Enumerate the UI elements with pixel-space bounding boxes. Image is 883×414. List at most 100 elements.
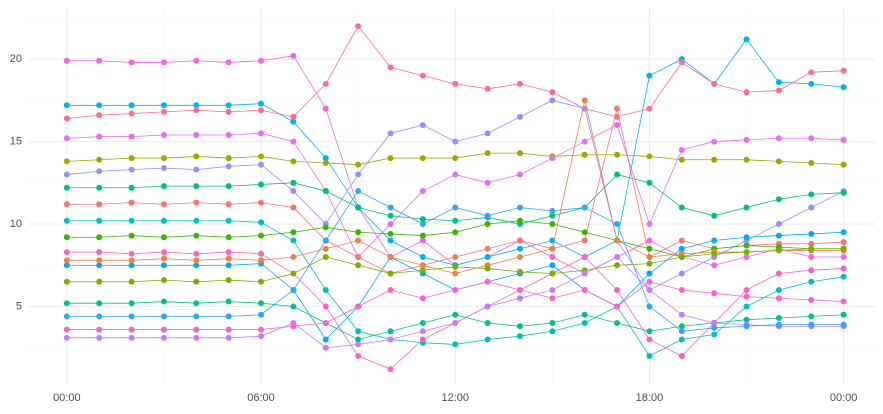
- point: [678, 146, 685, 153]
- point: [96, 234, 103, 241]
- point: [678, 237, 685, 244]
- point: [63, 201, 70, 208]
- point: [193, 107, 200, 114]
- point: [355, 237, 362, 244]
- point: [678, 328, 685, 335]
- point: [355, 262, 362, 269]
- point: [258, 57, 265, 64]
- point: [840, 321, 847, 328]
- point: [743, 156, 750, 163]
- point: [840, 254, 847, 261]
- point: [646, 270, 653, 277]
- point: [193, 153, 200, 160]
- series: [63, 171, 847, 228]
- point: [516, 204, 523, 211]
- point: [808, 278, 815, 285]
- point: [193, 262, 200, 269]
- point: [549, 262, 556, 269]
- point: [549, 97, 556, 104]
- point: [646, 237, 653, 244]
- point: [452, 171, 459, 178]
- point: [225, 334, 232, 341]
- point: [808, 296, 815, 303]
- x-tick-label: 00:00: [53, 392, 81, 404]
- point: [225, 298, 232, 305]
- point: [516, 237, 523, 244]
- point: [743, 89, 750, 96]
- point: [290, 287, 297, 293]
- point: [808, 313, 815, 320]
- point: [128, 59, 135, 66]
- point: [646, 254, 653, 261]
- point: [678, 254, 685, 261]
- point: [775, 247, 782, 254]
- point: [581, 311, 588, 318]
- point: [96, 112, 103, 119]
- point: [808, 321, 815, 328]
- point: [549, 270, 556, 277]
- point: [63, 57, 70, 64]
- point: [322, 160, 329, 167]
- point: [322, 254, 329, 261]
- point: [322, 224, 329, 231]
- point: [516, 113, 523, 120]
- point: [258, 300, 265, 307]
- point: [160, 326, 167, 333]
- point: [160, 183, 167, 190]
- point: [160, 59, 167, 66]
- point: [775, 79, 782, 86]
- point: [225, 201, 232, 208]
- point: [743, 136, 750, 143]
- point: [419, 319, 426, 326]
- point: [614, 221, 621, 228]
- point: [581, 237, 588, 244]
- point: [678, 156, 685, 163]
- point: [387, 204, 394, 211]
- point: [96, 326, 103, 333]
- point: [743, 316, 750, 323]
- point: [484, 245, 491, 252]
- point: [96, 334, 103, 341]
- point: [711, 138, 718, 145]
- point: [225, 183, 232, 190]
- point: [355, 161, 362, 168]
- point: [516, 323, 523, 330]
- point: [355, 328, 362, 335]
- point: [290, 158, 297, 165]
- point: [387, 230, 394, 237]
- point: [581, 151, 588, 158]
- series: [63, 254, 847, 351]
- point: [516, 217, 523, 224]
- point: [322, 245, 329, 252]
- point: [387, 237, 394, 244]
- point: [258, 311, 265, 318]
- point: [387, 336, 394, 343]
- point: [225, 155, 232, 162]
- point: [452, 319, 459, 326]
- point: [419, 336, 426, 343]
- point: [840, 189, 847, 196]
- point: [808, 135, 815, 142]
- point: [290, 204, 297, 211]
- point: [355, 336, 362, 343]
- point: [128, 217, 135, 224]
- point: [128, 313, 135, 320]
- y-tick-label: 5: [16, 300, 22, 312]
- point: [290, 237, 297, 244]
- point: [225, 102, 232, 109]
- point: [290, 113, 297, 120]
- point: [258, 232, 265, 239]
- point: [452, 204, 459, 211]
- point: [193, 250, 200, 257]
- point: [646, 260, 653, 267]
- point: [128, 262, 135, 269]
- point: [484, 303, 491, 310]
- point: [419, 328, 426, 335]
- point: [96, 249, 103, 256]
- point: [775, 315, 782, 322]
- point: [128, 110, 135, 117]
- point: [711, 212, 718, 219]
- point: [258, 257, 265, 264]
- point: [160, 298, 167, 305]
- point: [581, 319, 588, 326]
